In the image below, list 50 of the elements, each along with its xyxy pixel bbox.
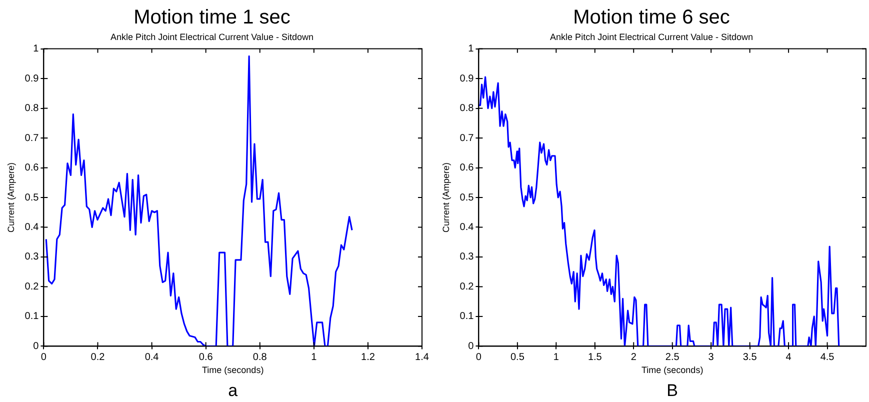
x-tick-label: 0.2 [90,352,106,363]
y-tick-label: 0.2 [460,281,474,292]
x-axis-title: Time (seconds) [202,365,264,376]
y-tick-label: 0.6 [24,162,40,174]
y-tick-label: 0.8 [460,103,474,114]
y-tick-label: 0.7 [460,132,474,144]
chart-subtitle: Ankle Pitch Joint Electrical Current Value - Sitdown [550,32,753,42]
x-tick-label: 0.8 [252,352,268,363]
x-tick-label: 1.5 [588,352,602,363]
y-tick-label: 0.8 [24,103,40,114]
y-tick-label: 1 [33,44,40,55]
x-tick-label: 1 [553,352,560,363]
x-tick-label: 0.5 [510,352,525,363]
y-tick-label: 0.5 [460,192,474,204]
y-tick-label: 0.3 [460,252,474,263]
y-tick-label: 0.1 [460,311,474,322]
y-tick-label: 0.2 [24,281,40,292]
x-tick-label: 1 [311,352,318,363]
y-tick-label: 0.1 [24,311,40,322]
y-tick-label: 0.5 [24,192,40,204]
x-tick-label: 2 [630,352,637,363]
x-tick-label: 1.2 [361,352,376,363]
y-tick-label: 0.7 [24,132,40,144]
x-tick-label: 4 [786,352,792,363]
y-tick-label: 0.9 [460,73,474,84]
x-tick-label: 1.4 [415,352,430,363]
x-tick-label: 0 [476,352,482,363]
y-tick-label: 0.6 [460,162,474,174]
y-axis-title: Current (Ampere) [6,162,16,233]
chart-subtitle: Ankle Pitch Joint Electrical Current Value - Sitdown [110,32,314,42]
y-tick-label: 0.4 [24,222,40,233]
y-axis-title: Current (Ampere) [440,162,451,233]
text: B [666,381,678,400]
x-tick-label: 0 [40,352,47,363]
y-tick-label: 1 [468,44,474,55]
x-tick-label: 3 [708,352,714,363]
y-tick-label: 0.4 [460,222,474,233]
text: a [228,381,238,400]
y-tick-label: 0.9 [24,73,40,84]
chart-title: Motion time 1 sec [134,6,290,29]
y-tick-label: 0 [33,340,40,352]
x-tick-label: 3.5 [742,352,758,363]
x-tick-label: 0.6 [198,352,214,363]
y-tick-label: 0.3 [24,252,40,263]
y-tick-label: 0 [468,340,474,352]
x-axis-title: Time (seconds) [642,365,704,376]
chart-title: Motion time 6 sec [573,6,730,29]
x-tick-label: 4.5 [820,352,835,363]
x-tick-label: 0.4 [144,352,160,363]
x-tick-label: 2.5 [665,352,680,363]
